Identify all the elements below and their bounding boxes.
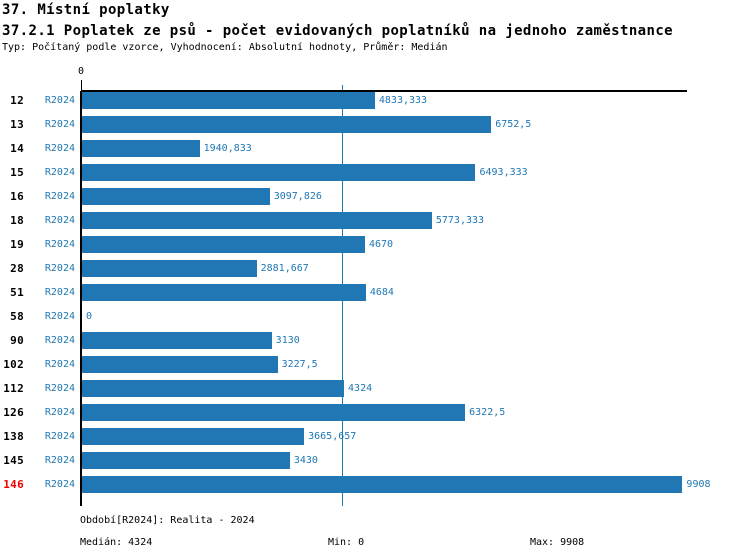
- bar-value-label: 9908: [686, 479, 711, 490]
- row-category-label: 58: [10, 310, 24, 323]
- bar: [82, 140, 200, 157]
- row-period-label: R2024: [44, 263, 75, 274]
- bar-value-label: 5773,333: [435, 215, 485, 226]
- page-title: 37. Místní poplatky: [2, 2, 170, 18]
- row-category-label: 90: [10, 334, 24, 347]
- x-axis-line: [81, 90, 687, 92]
- bar: [82, 452, 290, 469]
- bar-value-label: 6322,5: [469, 407, 506, 418]
- row-period-label: R2024: [44, 431, 75, 442]
- row-category-label: 126: [3, 406, 24, 419]
- bar: [82, 188, 270, 205]
- row-category-label: 146: [3, 478, 24, 491]
- bar: [82, 332, 272, 349]
- x-axis-origin-label: 0: [77, 66, 85, 77]
- bar-value-label: 3665,657: [308, 431, 357, 442]
- row-category-label: 51: [10, 286, 24, 299]
- bar-value-label: 0: [86, 311, 93, 322]
- bar-row: 145 R2024 3430: [0, 452, 750, 469]
- bar-row: 51 R2024 4684: [0, 284, 750, 301]
- row-period-label: R2024: [44, 359, 75, 370]
- bar: [82, 476, 683, 493]
- row-category-label: 145: [3, 454, 24, 467]
- row-period-label: R2024: [44, 167, 75, 178]
- bar-row: 15 R2024 6493,333: [0, 164, 750, 181]
- bar: [82, 284, 366, 301]
- bar-row: 126 R2024 6322,5: [0, 404, 750, 421]
- bar: [82, 164, 476, 181]
- bar-row: 14 R2024 1940,833: [0, 140, 750, 157]
- bar: [82, 356, 278, 373]
- bar-row: 19 R2024 4670: [0, 236, 750, 253]
- bar-row: 58 R2024 0: [0, 308, 750, 325]
- row-period-label: R2024: [44, 239, 75, 250]
- row-category-label: 13: [10, 118, 24, 131]
- y-axis-line: [80, 91, 82, 506]
- row-category-label: 28: [10, 262, 24, 275]
- footer-max-value: Max: 9908: [530, 537, 585, 548]
- row-period-label: R2024: [44, 119, 75, 130]
- bar-row: 28 R2024 2881,667: [0, 260, 750, 277]
- bar-value-label: 2881,667: [260, 263, 309, 274]
- bar-value-label: 3227,5: [281, 359, 318, 370]
- row-category-label: 138: [3, 430, 24, 443]
- bar-row: 18 R2024 5773,333: [0, 212, 750, 229]
- bar: [82, 428, 305, 445]
- bar-value-label: 4684: [369, 287, 394, 298]
- bar-value-label: 6493,333: [479, 167, 528, 178]
- bar: [82, 116, 492, 133]
- bar: [82, 260, 257, 277]
- bar: [82, 380, 345, 397]
- row-period-label: R2024: [44, 407, 75, 418]
- bar-value-label: 1940,833: [203, 143, 252, 154]
- chart-meta-info: Typ: Počítaný podle vzorce, Vyhodnocení:…: [2, 42, 448, 53]
- row-category-label: 14: [10, 142, 24, 155]
- bar: [82, 212, 432, 229]
- row-period-label: R2024: [44, 311, 75, 322]
- bar: [82, 236, 365, 253]
- bar-value-label: 4670: [369, 239, 394, 250]
- bar-row: 146 R2024 9908: [0, 476, 750, 493]
- bar-row: 138 R2024 3665,657: [0, 428, 750, 445]
- row-period-label: R2024: [44, 287, 75, 298]
- row-period-label: R2024: [44, 455, 75, 466]
- row-category-label: 18: [10, 214, 24, 227]
- row-category-label: 12: [10, 94, 24, 107]
- row-category-label: 102: [3, 358, 24, 371]
- bar: [82, 92, 375, 109]
- bar-row: 90 R2024 3130: [0, 332, 750, 349]
- bar-row: 102 R2024 3227,5: [0, 356, 750, 373]
- footer-min-value: Min: 0: [328, 537, 365, 548]
- bar-value-label: 3097,826: [273, 191, 322, 202]
- row-category-label: 112: [3, 382, 24, 395]
- bar-value-label: 4833,333: [378, 95, 428, 106]
- bar-row: 12 R2024 4833,333: [0, 92, 750, 109]
- bar-value-label: 4324: [348, 383, 373, 394]
- footer-period-note: Období[R2024]: Realita - 2024: [80, 515, 255, 526]
- row-period-label: R2024: [44, 95, 75, 106]
- bar-row: 13 R2024 6752,5: [0, 116, 750, 133]
- row-period-label: R2024: [44, 335, 75, 346]
- row-period-label: R2024: [44, 143, 75, 154]
- x-axis-origin-tick: [81, 80, 82, 91]
- bar-value-label: 6752,5: [495, 119, 532, 130]
- row-period-label: R2024: [44, 383, 75, 394]
- footer-median-value: Medián: 4324: [80, 537, 153, 548]
- row-period-label: R2024: [44, 215, 75, 226]
- bar-row: 112 R2024 4324: [0, 380, 750, 397]
- bar-row: 16 R2024 3097,826: [0, 188, 750, 205]
- row-period-label: R2024: [44, 479, 75, 490]
- bar-value-label: 3130: [275, 335, 300, 346]
- row-category-label: 19: [10, 238, 24, 251]
- bar: [82, 404, 466, 421]
- row-category-label: 15: [10, 166, 24, 179]
- row-category-label: 16: [10, 190, 24, 203]
- bar-value-label: 3430: [293, 455, 318, 466]
- row-period-label: R2024: [44, 191, 75, 202]
- chart-subtitle: 37.2.1 Poplatek ze psů - počet evidovaný…: [2, 23, 673, 39]
